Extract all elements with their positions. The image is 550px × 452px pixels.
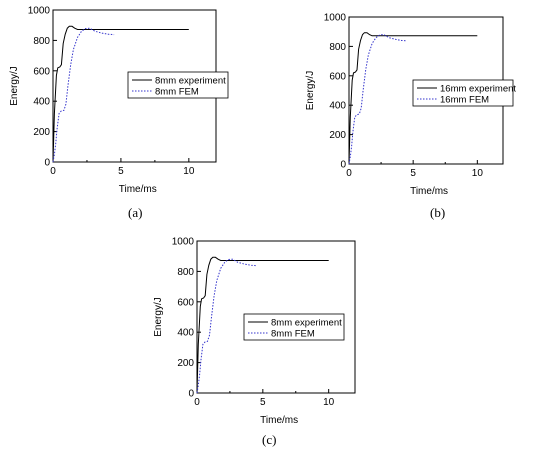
legend-box bbox=[412, 79, 514, 107]
y-tick-label: 0 bbox=[44, 158, 50, 169]
x-tick-label: 0 bbox=[346, 168, 352, 179]
x-tick-label: 10 bbox=[472, 168, 484, 179]
y-tick-label: 600 bbox=[177, 297, 194, 308]
legend-label: 16mm experiment bbox=[440, 84, 516, 95]
y-tick-label: 600 bbox=[329, 71, 346, 82]
x-tick-label: 5 bbox=[118, 166, 124, 177]
series-line-2 bbox=[52, 27, 115, 163]
y-tick-label: 1000 bbox=[28, 6, 51, 17]
series-line-1 bbox=[348, 32, 478, 165]
legend-box bbox=[127, 71, 229, 99]
y-tick-label: 400 bbox=[177, 328, 194, 339]
legend-box bbox=[243, 313, 345, 341]
x-tick-label: 5 bbox=[260, 397, 266, 408]
x-tick-label: 5 bbox=[410, 168, 416, 179]
x-tick-label: 0 bbox=[50, 166, 56, 177]
x-axis-label: Time/ms bbox=[410, 186, 448, 197]
y-axis-label: Energy/J bbox=[305, 71, 316, 110]
y-tick-label: 200 bbox=[177, 358, 194, 369]
panel-label-c: (c) bbox=[262, 432, 277, 447]
chart-panel-c: 0 200 400 600 800 1000 0 5 10 Time/ms Energy/J 8mm … bbox=[153, 237, 356, 426]
y-tick-label: 800 bbox=[329, 42, 346, 53]
y-axis-label: Energy/J bbox=[9, 66, 20, 105]
legend-label: 8mm experiment bbox=[155, 76, 226, 87]
legend-label: 16mm FEM bbox=[440, 95, 489, 106]
plot-frame bbox=[196, 240, 356, 394]
y-tick-label: 0 bbox=[188, 389, 194, 400]
legend-label: 8mm experiment bbox=[271, 318, 342, 329]
series-line-2 bbox=[196, 258, 257, 394]
y-tick-label: 600 bbox=[33, 66, 50, 77]
series-line-1 bbox=[196, 256, 329, 394]
y-tick-label: 1000 bbox=[324, 13, 347, 24]
x-tick-label: 10 bbox=[323, 397, 335, 408]
chart-panel-b: 0 200 400 600 800 1000 0 5 10 Time/ms Energy/J 16mm… bbox=[305, 13, 516, 198]
panel-label-a: (a) bbox=[128, 205, 143, 220]
x-axis-label: Time/ms bbox=[119, 184, 157, 195]
y-axis-label: Energy/J bbox=[153, 297, 164, 336]
legend-label: 8mm FEM bbox=[271, 329, 315, 340]
panel-label-b: (b) bbox=[430, 205, 446, 220]
chart-panel-a: 0 200 400 600 800 1000 0 5 10 Time/ms Energy/J 8mm … bbox=[9, 6, 229, 195]
y-tick-label: 0 bbox=[340, 160, 346, 171]
x-tick-label: 10 bbox=[183, 166, 195, 177]
y-tick-label: 400 bbox=[329, 101, 346, 112]
series-line-2 bbox=[348, 34, 407, 165]
y-tick-label: 1000 bbox=[172, 237, 195, 248]
series-line-1 bbox=[52, 25, 189, 163]
y-tick-label: 800 bbox=[177, 267, 194, 278]
x-tick-label: 0 bbox=[194, 397, 200, 408]
y-tick-label: 400 bbox=[33, 97, 50, 108]
y-tick-label: 200 bbox=[329, 130, 346, 141]
y-tick-label: 800 bbox=[33, 36, 50, 47]
x-axis-label: Time/ms bbox=[260, 415, 298, 426]
legend-label: 8mm FEM bbox=[155, 87, 199, 98]
y-tick-label: 200 bbox=[33, 127, 50, 138]
